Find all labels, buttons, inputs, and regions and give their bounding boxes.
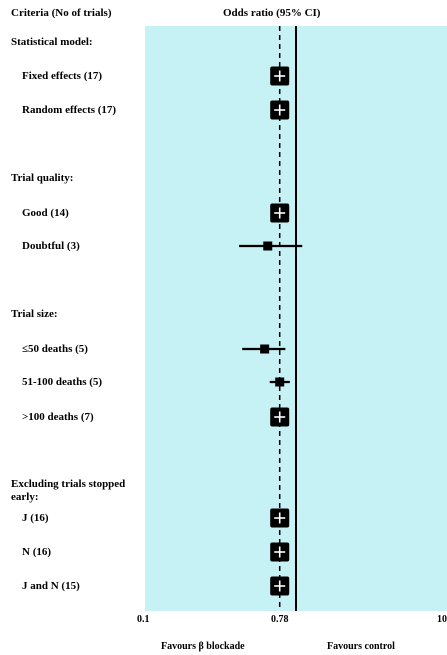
point-estimate-box [263, 241, 273, 251]
row-label-j: J (16) [22, 512, 49, 524]
criteria-header: Criteria (No of trials) [11, 7, 112, 19]
favours-beta-blockade-label: Favours β blockade [161, 641, 245, 652]
row-label-n: N (16) [22, 546, 52, 558]
x-tick-label-0.1: 0.1 [137, 614, 150, 625]
point-estimate-box [275, 377, 285, 387]
row-label-good: Good (14) [22, 207, 69, 219]
group-heading-statistical-model: Statistical model: [11, 36, 93, 48]
group-heading-excluding-trials: Excluding trials stopped early: [11, 478, 126, 503]
point-estimate-box [260, 344, 270, 354]
group-heading-trial-quality: Trial quality: [11, 172, 74, 184]
row-label-le50-deaths: ≤50 deaths (5) [22, 343, 88, 355]
odds-ratio-header: Odds ratio (95% CI) [223, 7, 321, 19]
x-tick-label-0.78: 0.78 [271, 614, 289, 625]
x-tick-label-10: 10 [437, 614, 447, 625]
row-label-fixed-effects: Fixed effects (17) [22, 70, 103, 82]
row-label-51-100-deaths: 51-100 deaths (5) [22, 376, 103, 388]
row-label-doubtful: Doubtful (3) [22, 240, 80, 252]
favours-control-label: Favours control [327, 641, 395, 652]
row-label-gt100-deaths: >100 deaths (7) [22, 411, 94, 423]
row-label-random-effects: Random effects (17) [22, 104, 117, 116]
row-label-j-and-n: J and N (15) [22, 580, 80, 592]
group-heading-trial-size: Trial size: [11, 308, 58, 320]
